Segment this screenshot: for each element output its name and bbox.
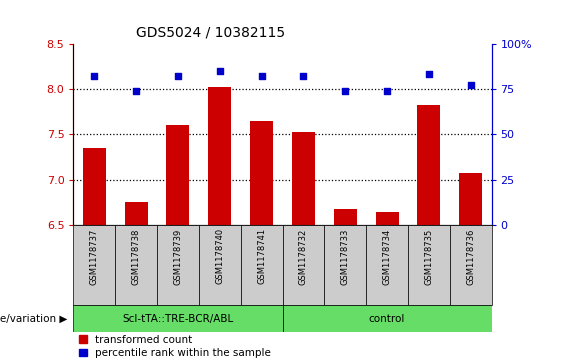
Bar (418, 105, 440, 225)
Bar (366, 225, 408, 305)
Text: GSM1178732: GSM1178732 (299, 228, 308, 285)
Bar (334, 209, 357, 225)
Point (424, 72, 433, 77)
Text: control: control (369, 314, 405, 323)
Text: genotype/variation ▶: genotype/variation ▶ (0, 314, 68, 323)
Text: GSM1178741: GSM1178741 (257, 228, 266, 284)
Bar (376, 212, 398, 225)
Bar (408, 225, 450, 305)
Point (341, 88, 350, 94)
Bar (450, 225, 492, 305)
Text: GSM1178736: GSM1178736 (466, 228, 475, 285)
Text: Scl-tTA::TRE-BCR/ABL: Scl-tTA::TRE-BCR/ABL (123, 314, 233, 323)
Bar (199, 225, 241, 305)
Bar (282, 225, 324, 305)
Point (299, 73, 308, 79)
Bar (115, 225, 157, 305)
Text: GDS5024 / 10382115: GDS5024 / 10382115 (136, 26, 285, 40)
Point (173, 73, 182, 79)
Bar (282, 305, 492, 332)
Legend: transformed count, percentile rank within the sample: transformed count, percentile rank withi… (79, 335, 271, 358)
Bar (167, 125, 189, 225)
Point (132, 88, 141, 94)
Text: GSM1178739: GSM1178739 (173, 228, 182, 285)
Bar (324, 225, 366, 305)
Text: GSM1178738: GSM1178738 (132, 228, 141, 285)
Bar (73, 305, 282, 332)
Bar (250, 121, 273, 225)
Bar (73, 225, 115, 305)
Point (215, 68, 224, 74)
Text: GSM1178735: GSM1178735 (424, 228, 433, 285)
Text: GSM1178733: GSM1178733 (341, 228, 350, 285)
Bar (125, 203, 147, 225)
Text: GSM1178734: GSM1178734 (383, 228, 392, 285)
Text: GSM1178740: GSM1178740 (215, 228, 224, 284)
Point (257, 73, 266, 79)
Bar (459, 173, 482, 225)
Point (90, 73, 99, 79)
Bar (83, 148, 106, 225)
Text: GSM1178737: GSM1178737 (90, 228, 99, 285)
Bar (208, 87, 231, 225)
Bar (292, 132, 315, 225)
Point (466, 82, 475, 88)
Bar (157, 225, 199, 305)
Bar (241, 225, 282, 305)
Point (383, 88, 392, 94)
